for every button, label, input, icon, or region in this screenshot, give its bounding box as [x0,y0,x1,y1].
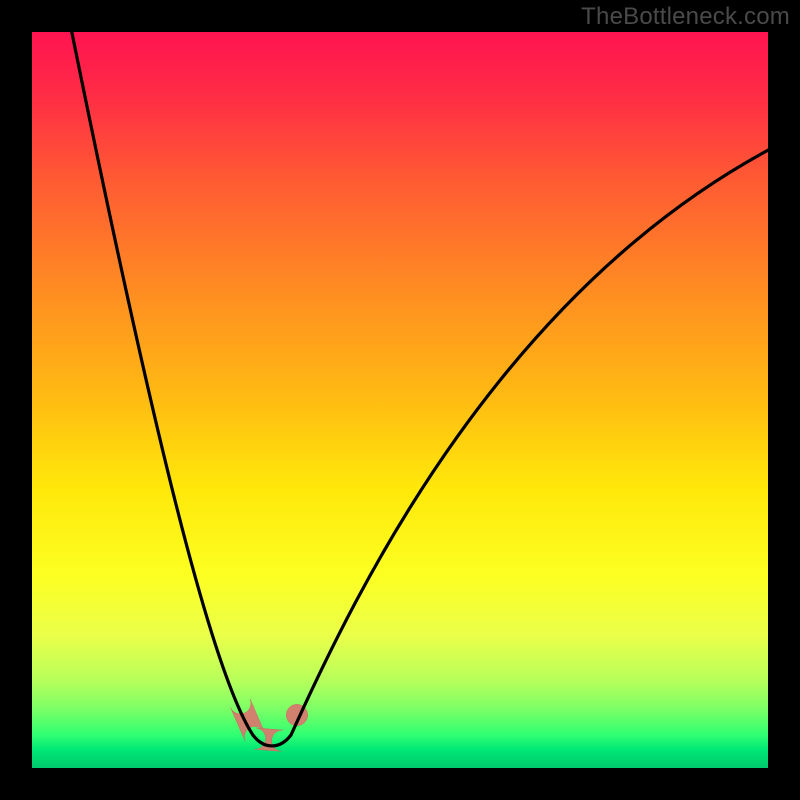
watermark-text: TheBottleneck.com [581,3,790,31]
plot-svg [32,32,768,768]
gradient-fill-rect [32,32,768,768]
plot-area [32,32,768,768]
